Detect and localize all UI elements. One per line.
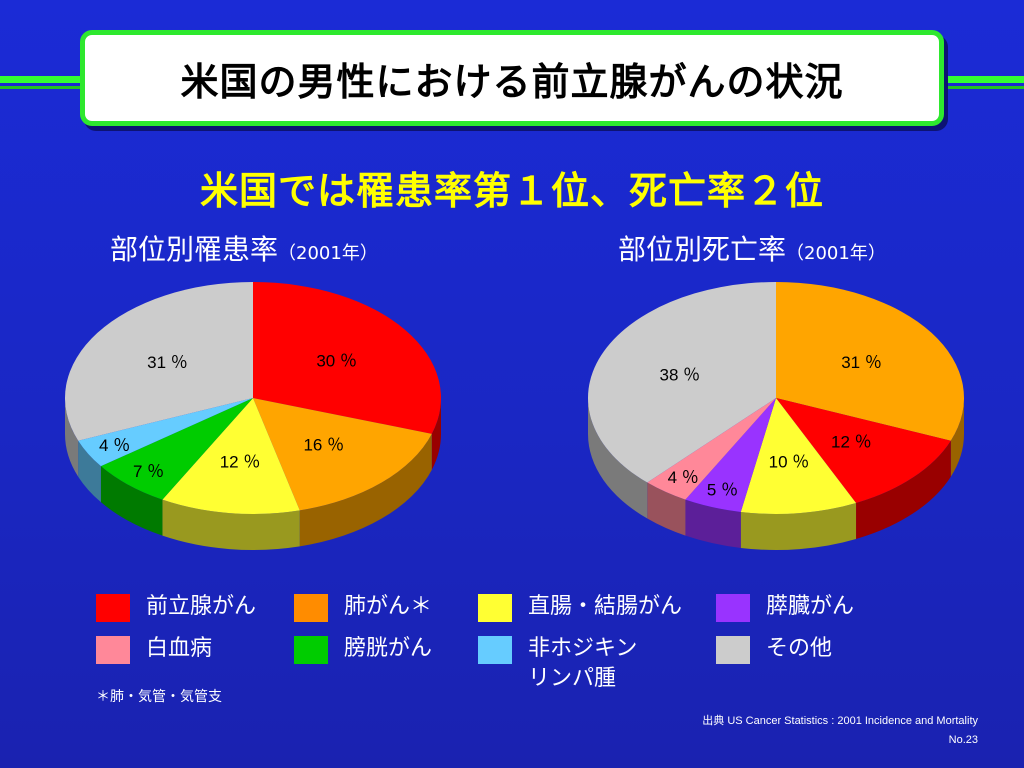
mortality-chart-title-text: 部位別死亡率 (618, 233, 787, 266)
mortality-side-0 (950, 398, 964, 477)
incidence-slice-1 (253, 398, 432, 511)
legend-item-leukemia: 白血病 (96, 636, 212, 664)
mortality-value-label-1: 12 ％ (831, 433, 872, 452)
mortality-slice-3 (685, 398, 776, 512)
incidence-slice-4 (78, 398, 253, 467)
incidence-side-5 (65, 398, 79, 477)
incidence-value-label-3: 7 ％ (133, 462, 164, 481)
footnote: ＊肺・気管・気管支 (96, 689, 222, 705)
incidence-slice-3 (100, 398, 253, 500)
incidence-side-4 (78, 440, 101, 503)
legend-swatch-pancreas (716, 594, 750, 622)
legend-label-bladder: 膀胱がん (344, 636, 433, 661)
legend-item-prostate: 前立腺がん (96, 594, 256, 622)
legend-item-colorectal: 直腸・結腸がん (478, 594, 682, 622)
mortality-slice-2 (740, 398, 857, 514)
incidence-chart-title: 部位別罹患率（2001年） (110, 228, 378, 268)
incidence-slice-5 (64, 282, 254, 441)
incidence-slice-0 (253, 282, 441, 434)
legend-item-lung: 肺がん＊ (294, 594, 432, 622)
mortality-value-label-3: 5 ％ (707, 481, 738, 500)
mortality-side-1 (856, 440, 951, 539)
legend-item-nhl: 非ホジキン リンパ腫 (478, 636, 637, 694)
legend-swatch-lung (294, 594, 328, 622)
mortality-side-5 (588, 398, 648, 519)
mortality-value-label-4: 4 ％ (668, 468, 699, 487)
legend: 前立腺がん 肺がん＊ 直腸・結腸がん 膵臓がん 白血病 膀胱がん 非ホジキン リ… (96, 594, 976, 704)
mortality-slice-0 (776, 282, 964, 441)
page-number: No.23 (948, 734, 978, 746)
incidence-value-label-4: 4 ％ (99, 436, 130, 455)
legend-swatch-bladder (294, 636, 328, 664)
incidence-side-0 (431, 398, 441, 470)
incidence-chart-title-text: 部位別罹患率 (110, 233, 279, 266)
legend-label-nhl: 非ホジキン リンパ腫 (528, 636, 638, 691)
incidence-value-label-2: 12 ％ (220, 452, 261, 471)
page-title: 米国の男性における前立腺がんの状況 (180, 59, 844, 104)
mortality-side-4 (647, 482, 686, 536)
incidence-side-1 (299, 433, 432, 547)
legend-swatch-prostate (96, 594, 130, 622)
mortality-value-label-5: 38 ％ (660, 366, 701, 385)
legend-swatch-other (716, 636, 750, 664)
mortality-slice-5 (588, 282, 776, 483)
legend-label-lung: 肺がん＊ (344, 594, 433, 619)
page-subtitle: 米国では罹患率第１位、死亡率２位 (199, 169, 824, 213)
legend-swatch-colorectal (478, 594, 512, 622)
incidence-side-3 (100, 466, 163, 536)
legend-label-prostate: 前立腺がん (146, 594, 257, 619)
incidence-chart-year: （2001年） (278, 243, 378, 264)
legend-item-other: その他 (716, 636, 832, 664)
incidence-slice-2 (162, 398, 300, 514)
mortality-chart-title: 部位別死亡率（2001年） (618, 228, 886, 268)
mortality-side-3 (685, 499, 741, 548)
mortality-pie: 31 ％ 12 ％ 10 ％ 5 ％ 4 ％ 38 ％ (588, 282, 964, 550)
legend-label-leukemia: 白血病 (146, 636, 213, 661)
legend-swatch-nhl (478, 636, 512, 664)
incidence-side-2 (162, 499, 300, 550)
incidence-value-label-1: 16 ％ (303, 436, 344, 455)
legend-label-other: その他 (766, 636, 833, 661)
mortality-value-label-0: 31 ％ (841, 353, 882, 372)
legend-swatch-leukemia (96, 636, 130, 664)
source-citation: 出典 US Cancer Statistics : 2001 Incidence… (702, 715, 978, 727)
incidence-value-label-0: 30 ％ (316, 351, 357, 370)
legend-item-bladder: 膀胱がん (294, 636, 432, 664)
legend-label-colorectal: 直腸・結腸がん (528, 594, 683, 619)
mortality-side-2 (740, 502, 857, 550)
legend-label-pancreas: 膵臓がん (766, 594, 855, 619)
title-box: 米国の男性における前立腺がんの状況 (80, 30, 944, 126)
mortality-value-label-2: 10 ％ (769, 452, 810, 471)
mortality-slice-1 (776, 398, 951, 503)
incidence-value-label-5: 31 ％ (147, 353, 188, 372)
mortality-slice-4 (647, 398, 776, 500)
incidence-pie: 30 ％ 16 ％ 12 ％ 7 ％4 ％ 31 ％ (64, 282, 441, 550)
legend-item-pancreas: 膵臓がん (716, 594, 854, 622)
mortality-chart-year: （2001年） (786, 243, 886, 264)
